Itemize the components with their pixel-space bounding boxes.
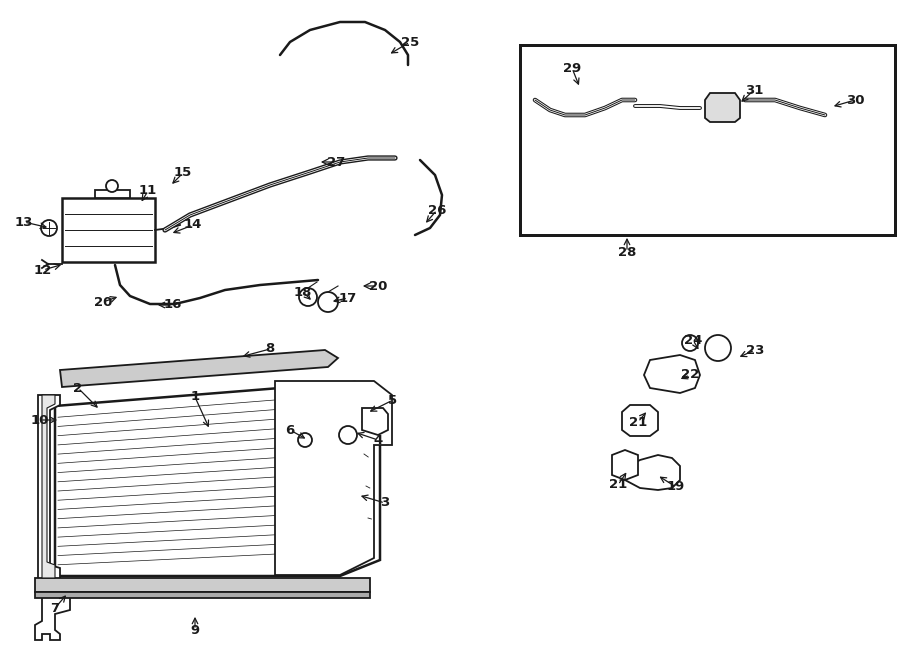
Text: 19: 19: [667, 481, 685, 494]
Text: 24: 24: [684, 334, 702, 346]
Polygon shape: [275, 381, 392, 575]
Text: 9: 9: [191, 623, 200, 637]
Text: 4: 4: [374, 434, 382, 446]
Text: 26: 26: [428, 204, 446, 217]
Text: 2: 2: [74, 381, 83, 395]
Text: 20: 20: [94, 295, 112, 309]
Text: 23: 23: [746, 344, 764, 356]
Polygon shape: [55, 382, 380, 576]
Polygon shape: [42, 395, 55, 578]
Text: 11: 11: [139, 184, 158, 198]
Text: 21: 21: [609, 479, 627, 492]
Polygon shape: [60, 350, 338, 387]
Text: 25: 25: [400, 36, 419, 48]
Text: 3: 3: [381, 496, 390, 510]
Polygon shape: [622, 455, 680, 490]
Text: 10: 10: [31, 414, 50, 426]
Text: 12: 12: [34, 264, 52, 276]
Text: 28: 28: [617, 245, 636, 258]
Text: 1: 1: [191, 391, 200, 403]
Polygon shape: [644, 355, 700, 393]
Circle shape: [298, 433, 312, 447]
Text: 8: 8: [266, 342, 274, 356]
Circle shape: [299, 288, 317, 306]
Polygon shape: [62, 198, 155, 262]
Polygon shape: [612, 450, 638, 480]
Circle shape: [705, 335, 731, 361]
Circle shape: [318, 292, 338, 312]
Text: 7: 7: [50, 602, 59, 615]
Polygon shape: [35, 590, 70, 640]
Text: 29: 29: [562, 61, 581, 75]
Circle shape: [41, 220, 57, 236]
Circle shape: [339, 426, 357, 444]
Polygon shape: [95, 190, 130, 198]
Text: 30: 30: [846, 93, 864, 106]
Text: 16: 16: [164, 299, 182, 311]
Text: 31: 31: [745, 83, 763, 97]
Text: 21: 21: [629, 416, 647, 428]
Text: 6: 6: [285, 424, 294, 436]
Polygon shape: [362, 408, 388, 435]
Text: 20: 20: [369, 280, 387, 293]
Bar: [520, 45, 895, 235]
Text: 14: 14: [184, 219, 202, 231]
Text: 5: 5: [389, 393, 398, 407]
Circle shape: [682, 335, 698, 351]
Text: 18: 18: [293, 286, 312, 299]
Polygon shape: [35, 592, 370, 598]
Polygon shape: [38, 395, 60, 580]
Polygon shape: [622, 405, 658, 436]
Text: 15: 15: [174, 167, 192, 180]
Text: 13: 13: [14, 215, 33, 229]
Text: 27: 27: [327, 155, 345, 169]
Circle shape: [106, 180, 118, 192]
Polygon shape: [35, 578, 370, 592]
Polygon shape: [705, 93, 740, 122]
Text: 17: 17: [339, 292, 357, 305]
Text: 22: 22: [681, 368, 699, 381]
